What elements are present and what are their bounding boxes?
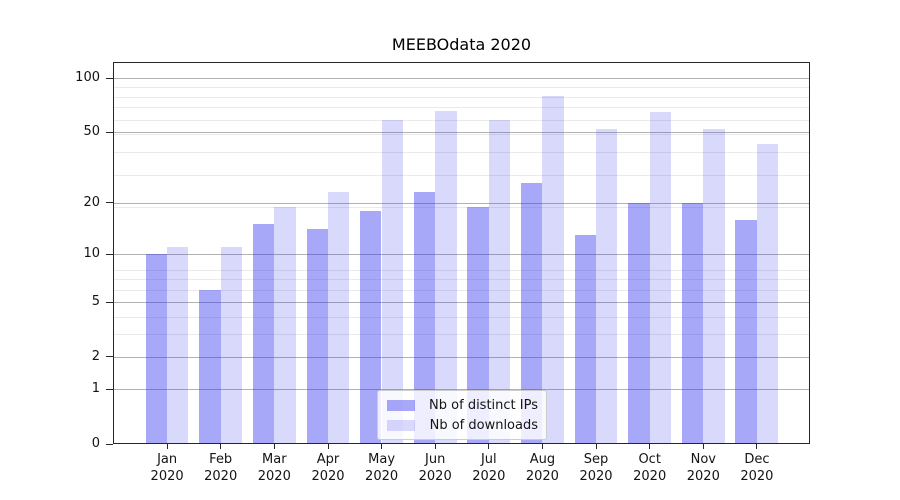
legend-label-downloads: Nb of downloads — [429, 417, 538, 433]
y-tick-mark — [106, 253, 113, 255]
legend: Nb of distinct IPs Nb of downloads — [377, 390, 547, 440]
major-gridline — [114, 302, 809, 303]
x-tick-label: Dec 2020 — [740, 452, 774, 484]
x-tick-mark — [327, 444, 329, 449]
minor-gridline — [114, 107, 809, 109]
y-tick-mark — [106, 443, 113, 445]
bar-distinct-ips-oct — [628, 202, 650, 444]
bar-downloads-jun — [435, 110, 457, 444]
minor-gridline — [114, 134, 809, 135]
x-tick-mark — [434, 444, 436, 449]
y-tick-mark — [106, 356, 113, 358]
major-gridline — [114, 356, 809, 358]
x-tick-label: Mar 2020 — [257, 452, 291, 484]
bar-distinct-ips-jan — [145, 254, 168, 444]
y-tick-label: 20 — [83, 194, 100, 210]
minor-gridline — [114, 334, 809, 336]
bar-distinct-ips-nov — [681, 202, 704, 444]
x-tick-label: Apr 2020 — [311, 452, 345, 484]
bar-distinct-ips-feb — [199, 289, 221, 444]
bar-distinct-ips-jun — [413, 192, 436, 444]
minor-gridline — [114, 151, 809, 153]
minor-gridline — [114, 174, 809, 176]
bar-distinct-ips-mar — [252, 224, 275, 444]
bar-downloads-feb — [220, 247, 243, 444]
x-tick-mark — [166, 444, 168, 449]
minor-gridline — [114, 206, 809, 208]
x-tick-mark — [220, 444, 222, 449]
y-tick-label: 100 — [75, 70, 100, 86]
bar-distinct-ips-dec — [735, 219, 757, 444]
major-gridline — [114, 254, 809, 255]
y-tick-mark — [106, 131, 113, 133]
bar-distinct-ips-sep — [574, 234, 596, 444]
x-tick-mark — [702, 444, 704, 449]
x-tick-label: Jan 2020 — [150, 452, 184, 484]
x-tick-mark — [649, 444, 651, 449]
bar-downloads-mar — [274, 206, 296, 444]
legend-swatch-downloads — [387, 419, 415, 431]
legend-item-downloads: Nb of downloads — [386, 415, 538, 435]
x-tick-label: Jun 2020 — [418, 452, 452, 484]
x-tick-label: Nov 2020 — [686, 452, 720, 484]
bar-distinct-ips-jul — [467, 206, 489, 444]
bar-distinct-ips-may — [360, 210, 382, 444]
x-tick-mark — [756, 444, 758, 449]
bar-downloads-jan — [167, 247, 189, 444]
bar-downloads-sep — [596, 129, 618, 444]
y-tick-label: 2 — [91, 348, 100, 364]
x-tick-label: Jul 2020 — [472, 452, 506, 484]
bar-downloads-oct — [649, 112, 672, 444]
y-tick-label: 10 — [83, 246, 100, 261]
bar-downloads-jul — [488, 119, 511, 444]
x-tick-label: Aug 2020 — [525, 452, 559, 484]
major-gridline — [114, 78, 809, 80]
y-tick-mark — [106, 388, 113, 390]
y-tick-mark — [106, 202, 113, 204]
major-gridline — [114, 132, 809, 134]
y-tick-mark — [106, 77, 113, 79]
bar-distinct-ips-apr — [306, 229, 328, 444]
bar-downloads-may — [381, 119, 403, 444]
minor-gridline — [114, 96, 809, 98]
y-tick-label: 1 — [91, 381, 100, 397]
minor-gridline — [114, 87, 809, 89]
x-tick-label: Feb 2020 — [204, 452, 238, 484]
major-gridline — [114, 202, 809, 204]
y-tick-mark — [106, 301, 113, 303]
major-gridline — [114, 389, 809, 391]
x-tick-mark — [488, 444, 490, 449]
minor-gridline — [114, 279, 809, 281]
bar-downloads-aug — [542, 95, 564, 444]
bar-downloads-dec — [756, 144, 779, 444]
x-tick-mark — [541, 444, 543, 449]
x-tick-label: May 2020 — [365, 452, 399, 484]
bar-downloads-nov — [703, 129, 725, 444]
legend-swatch-distinct-ips — [387, 399, 415, 411]
chart-title: MEEBOdata 2020 — [391, 35, 532, 54]
y-tick-label: 50 — [83, 124, 100, 140]
minor-gridline — [114, 289, 809, 291]
legend-item-distinct-ips: Nb of distinct IPs — [386, 395, 538, 415]
bar-distinct-ips-aug — [521, 182, 543, 444]
minor-gridline — [114, 119, 809, 121]
legend-label-distinct-ips: Nb of distinct IPs — [429, 397, 538, 413]
minor-gridline — [114, 316, 809, 318]
minor-gridline — [114, 269, 809, 271]
x-tick-mark — [381, 444, 383, 449]
x-tick-mark — [595, 444, 597, 449]
x-tick-label: Oct 2020 — [633, 452, 667, 484]
y-tick-label: 5 — [91, 294, 100, 309]
bar-downloads-apr — [328, 192, 350, 444]
x-tick-label: Sep 2020 — [579, 452, 613, 484]
y-tick-label: 0 — [91, 436, 100, 451]
x-tick-mark — [273, 444, 275, 449]
